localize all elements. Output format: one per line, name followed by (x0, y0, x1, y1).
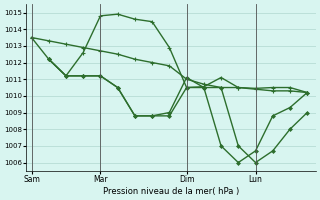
X-axis label: Pression niveau de la mer( hPa ): Pression niveau de la mer( hPa ) (103, 187, 239, 196)
